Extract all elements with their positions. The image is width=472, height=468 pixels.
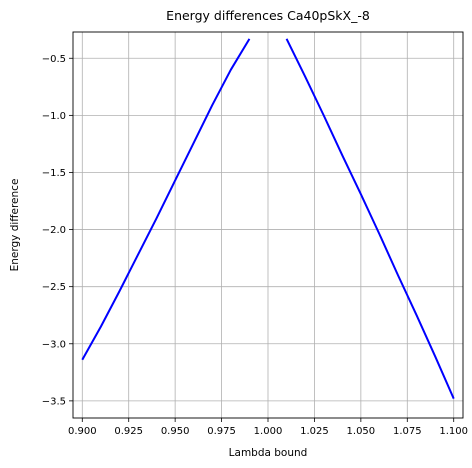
x-tick-label: 0.950 (161, 426, 190, 437)
x-tick-label: 1.075 (393, 426, 422, 437)
x-axis-label: Lambda bound (229, 447, 308, 459)
series-lines (81, 38, 455, 399)
x-tick-label: 1.000 (254, 426, 283, 437)
x-tick-label: 1.100 (439, 426, 468, 437)
grid-lines (73, 32, 463, 418)
chart-title: Energy differences Ca40pSkX_-8 (166, 8, 370, 23)
y-tick-label: −2.0 (42, 225, 66, 236)
y-tick-label: −1.5 (42, 168, 66, 179)
x-tick-label: 0.975 (207, 426, 236, 437)
x-tick-label: 1.050 (347, 426, 376, 437)
x-tick-label: 0.900 (68, 426, 97, 437)
y-tick-label: −3.0 (42, 339, 66, 350)
x-tick-label: 1.025 (300, 426, 329, 437)
series-line-1 (81, 38, 251, 361)
x-tick-label: 0.925 (114, 426, 143, 437)
y-tick-label: −0.5 (42, 54, 66, 65)
y-tick-label: −2.5 (42, 282, 66, 293)
y-tick-label: −3.5 (42, 396, 66, 407)
series-line-2 (285, 38, 455, 399)
y-tick-label: −1.0 (42, 111, 66, 122)
axis-ticks: 0.900 0.925 0.950 0.975 1.000 1.025 1.050 1.075… (42, 54, 468, 437)
y-axis-label: Energy difference (9, 179, 21, 272)
